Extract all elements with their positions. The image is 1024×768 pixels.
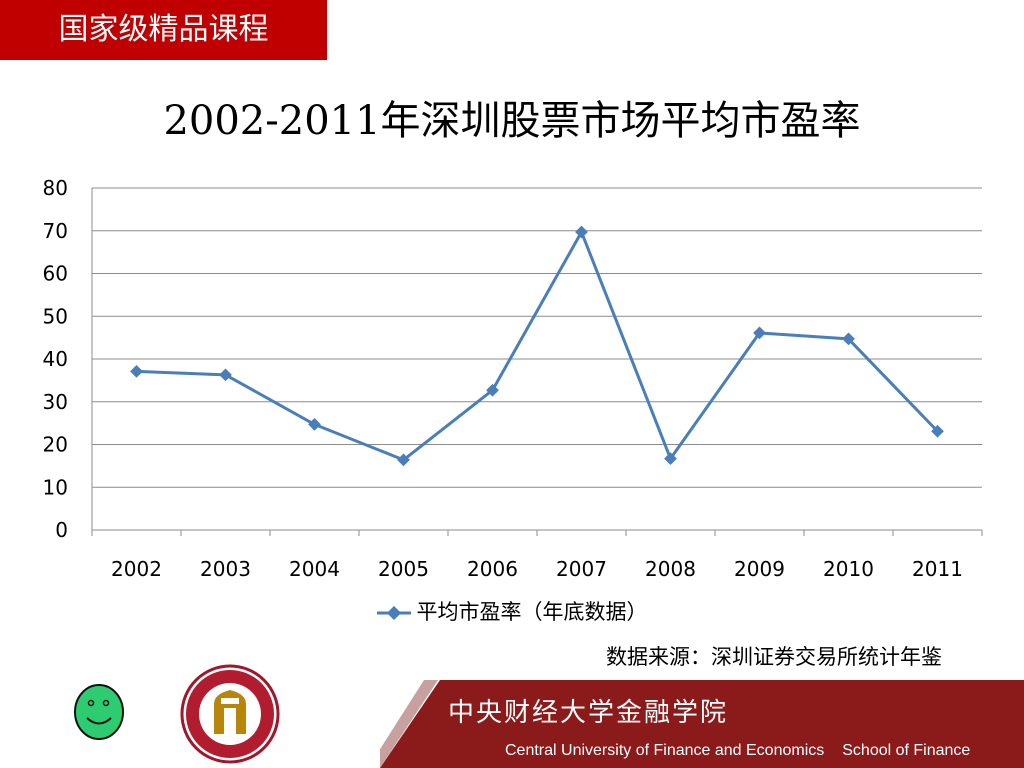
legend-label: 平均市盈率（年底数据） [416,600,648,624]
slide-title: 2002-2011年深圳股票市场平均市盈率 [163,98,861,144]
chart-legend: 平均市盈率（年底数据） [0,596,1024,626]
y-tick-label: 60 [43,262,68,286]
university-seal-logo [180,664,280,764]
data-source-note: 数据来源：深圳证券交易所统计年鉴 [606,645,942,669]
data-point [219,368,232,382]
data-point [308,418,321,431]
x-tick-label: 2006 [467,557,518,581]
footer-university-cn: 中央财经大学金融学院 [448,698,729,728]
x-tick-label: 2004 [289,557,340,581]
x-tick-label: 2011 [912,557,963,581]
data-point [575,225,588,239]
footer-banner [380,680,1024,768]
chart-axes [91,188,983,536]
y-tick-label: 80 [43,176,68,200]
data-point [486,383,499,397]
y-tick-label: 30 [43,390,68,414]
line-chart: 0 10 20 30 40 50 60 70 80 2002 2003 2004 2005 2006 200… [43,176,983,581]
y-tick-label: 70 [43,219,68,243]
chart-gridlines [92,187,982,488]
series-line [136,230,939,462]
footer-university-en-name: Central University of Finance and Econom… [505,742,825,759]
y-tick-label: 20 [43,433,68,457]
chart-series [130,225,944,467]
x-tick-label: 2007 [556,557,607,581]
smiley-face-icon [74,684,124,740]
y-tick-label: 10 [43,475,68,499]
y-tick-label: 50 [43,304,68,328]
y-tick-label: 40 [43,347,68,371]
data-point [397,453,410,467]
x-tick-label: 2005 [378,557,429,581]
footer-university-en: Central University of Finance and Econom… [505,742,970,760]
course-badge: 国家级精品课程 [0,0,327,60]
x-tick-label: 2002 [111,557,162,581]
x-tick-label: 2009 [734,557,785,581]
data-point [130,365,143,378]
legend-marker-icon [376,606,411,620]
x-tick-label: 2008 [645,557,696,581]
footer-school-en: School of Finance [842,742,971,759]
x-tick-label: 2010 [823,557,874,581]
x-tick-label: 2003 [200,557,251,581]
y-tick-label: 0 [55,518,68,542]
chart-tick-labels: 0 10 20 30 40 50 60 70 80 2002 2003 2004 2005 2006 200… [43,176,963,581]
